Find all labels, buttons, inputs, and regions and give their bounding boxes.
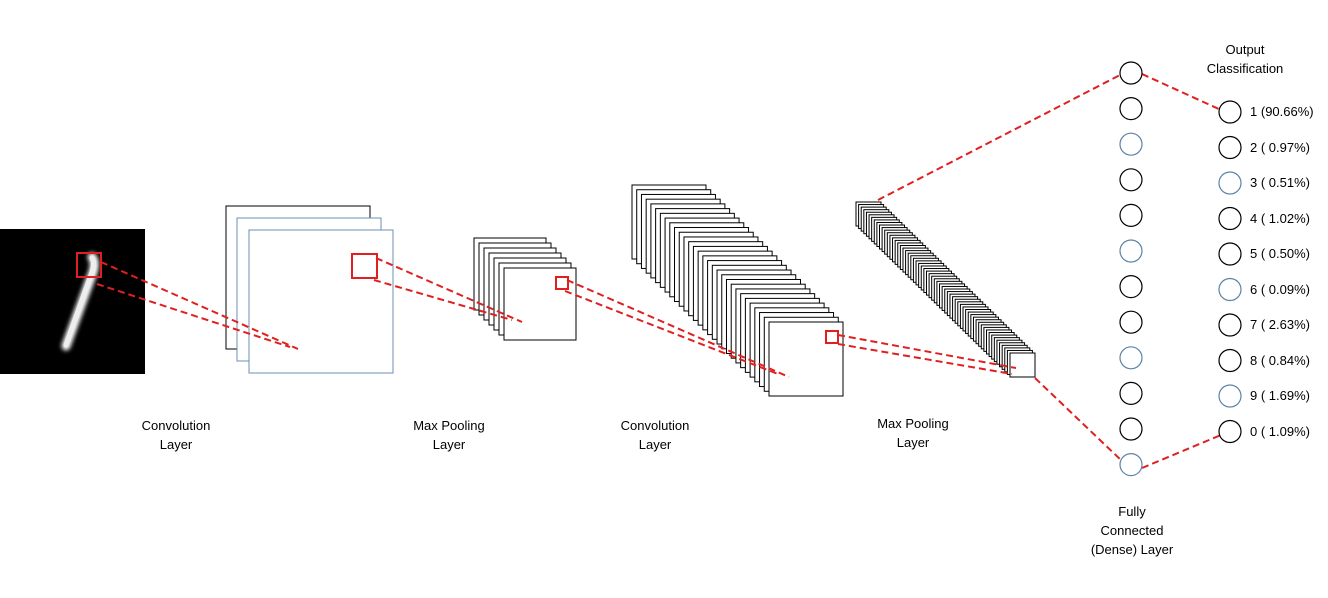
dense-neuron	[1119, 381, 1143, 405]
conv2-label: Convolution Layer	[605, 416, 705, 454]
output-probability: ( 1.69%)	[1260, 388, 1310, 403]
pool2-feature-maps	[855, 201, 1036, 378]
output-class-row: 7 ( 2.63%)	[1250, 317, 1310, 333]
conv2-label-line1: Convolution	[620, 418, 690, 433]
pool1-map	[503, 267, 577, 341]
output-probability: ( 1.09%)	[1260, 423, 1310, 439]
conv1-receptive-field	[351, 253, 378, 279]
dense-neuron	[1119, 132, 1143, 156]
output-probability: (90.66%)	[1260, 104, 1314, 119]
input-receptive-field	[76, 252, 102, 278]
conv2-map	[768, 321, 844, 397]
output-neuron	[1218, 135, 1242, 160]
output-probability: ( 0.97%)	[1260, 139, 1310, 155]
output-class-row: 6 ( 0.09%)	[1250, 282, 1310, 298]
output-neuron	[1218, 100, 1242, 124]
dense-neuron	[1119, 310, 1143, 334]
connector-lines	[96, 73, 1222, 469]
pool2-label-line2: Layer	[896, 435, 930, 450]
dense-label-line1: Fully	[1118, 504, 1146, 519]
pool1-label: Max Pooling Layer	[394, 416, 504, 454]
pool1-label-line1: Max Pooling	[413, 418, 485, 433]
conv1-label: Convolution Layer	[126, 416, 226, 454]
dense-layer-neurons	[1119, 61, 1143, 477]
dense-neuron	[1119, 96, 1143, 121]
conv1-label-line2: Layer	[159, 437, 193, 452]
output-label-line2: Classification	[1206, 61, 1284, 76]
output-digit: 6	[1250, 281, 1258, 297]
output-probability: ( 0.50%)	[1260, 246, 1310, 261]
output-digit: 9	[1250, 388, 1258, 403]
output-digit: 5	[1250, 246, 1258, 261]
conv1-feature-maps	[225, 205, 394, 374]
output-digit: 8	[1250, 352, 1258, 368]
output-probability: ( 0.09%)	[1260, 281, 1310, 297]
output-digit: 0	[1250, 423, 1258, 439]
output-class-row: 1 (90.66%)	[1250, 104, 1314, 120]
output-neuron	[1218, 277, 1242, 302]
output-class-row: 4 ( 1.02%)	[1250, 211, 1310, 227]
output-probability: ( 1.02%)	[1260, 210, 1310, 226]
dense-label: Fully Connected (Dense) Layer	[1072, 502, 1192, 559]
output-digit: 4	[1250, 210, 1258, 226]
dense-neuron	[1119, 168, 1143, 192]
output-class-row: 0 ( 1.09%)	[1250, 424, 1310, 440]
output-neuron	[1218, 348, 1242, 373]
output-class-row: 5 ( 0.50%)	[1250, 246, 1310, 262]
dense-neuron	[1119, 61, 1143, 85]
conv2-label-line2: Layer	[638, 437, 672, 452]
pool2-label: Max Pooling Layer	[858, 414, 968, 452]
output-probability: ( 0.51%)	[1260, 175, 1310, 190]
dense-neuron	[1119, 239, 1143, 263]
output-digit: 1	[1250, 104, 1258, 119]
output-class-row: 9 ( 1.69%)	[1250, 388, 1310, 404]
output-class-row: 2 ( 0.97%)	[1250, 140, 1310, 156]
output-probability: ( 2.63%)	[1260, 317, 1310, 332]
dense-neuron	[1119, 275, 1143, 299]
dense-neuron	[1119, 346, 1143, 370]
output-neuron	[1218, 242, 1242, 266]
output-digit: 3	[1250, 175, 1258, 190]
output-digit: 2	[1250, 139, 1258, 155]
dense-neuron	[1119, 203, 1143, 227]
output-neuron	[1218, 419, 1242, 444]
output-digit: 7	[1250, 317, 1258, 332]
dense-label-line2: Connected	[1100, 523, 1164, 538]
dense-neuron	[1119, 453, 1143, 477]
conv1-label-line1: Convolution	[141, 418, 211, 433]
output-label: Output Classification	[1185, 40, 1305, 78]
pool2-map	[1009, 352, 1036, 378]
output-class-row: 8 ( 0.84%)	[1250, 353, 1310, 369]
dense-label-line3: (Dense) Layer	[1090, 542, 1174, 557]
output-label-line1: Output	[1225, 42, 1265, 57]
pool1-label-line2: Layer	[432, 437, 466, 452]
pool2-label-line1: Max Pooling	[877, 416, 949, 431]
output-probability: ( 0.84%)	[1260, 352, 1310, 368]
output-neuron	[1218, 171, 1242, 195]
conv2-receptive-field	[825, 330, 839, 344]
output-neuron	[1218, 384, 1242, 408]
pool1-receptive-field	[555, 276, 569, 290]
output-class-row: 3 ( 0.51%)	[1250, 175, 1310, 191]
output-neuron	[1218, 313, 1242, 337]
output-layer-neurons	[1218, 100, 1242, 444]
output-neuron	[1218, 206, 1242, 231]
conv2-feature-maps	[631, 184, 844, 397]
dense-neuron	[1119, 417, 1143, 441]
input-digit-image	[0, 229, 145, 374]
